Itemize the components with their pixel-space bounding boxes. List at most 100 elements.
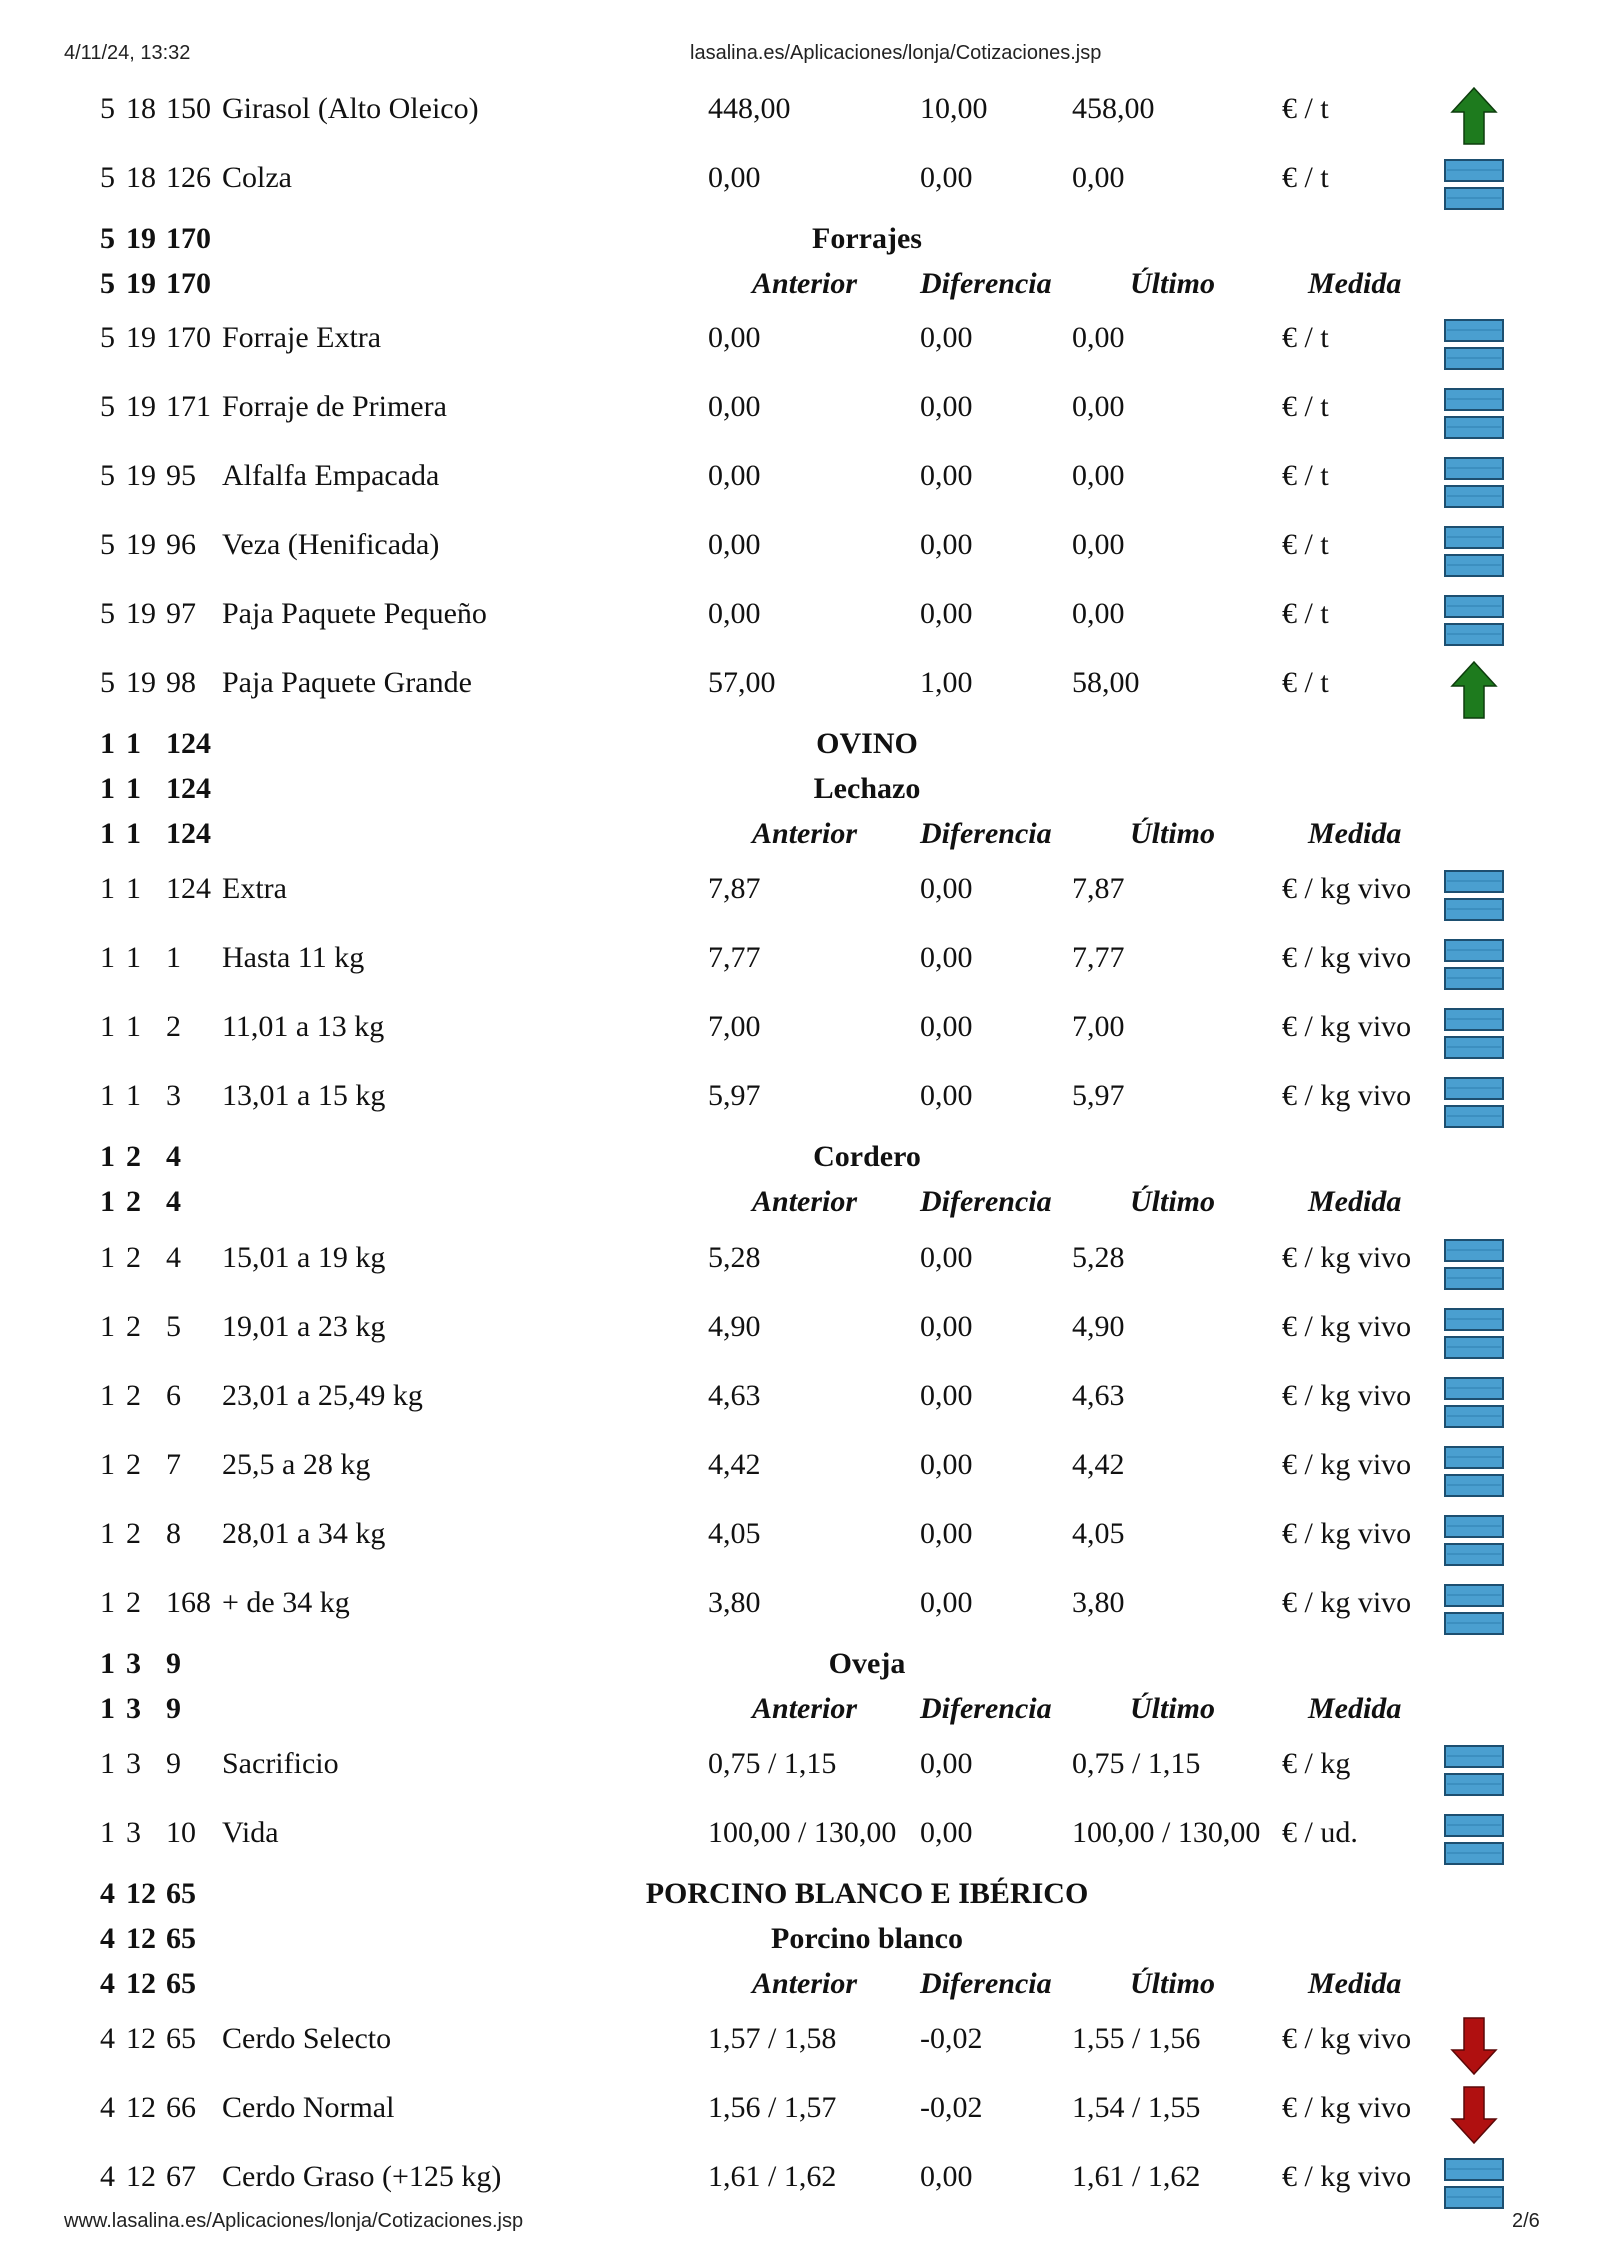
value-ultimo: 4,63 bbox=[1072, 1379, 1125, 1412]
trend-same-icon bbox=[1444, 1511, 1504, 1571]
code-subgroup: 18 bbox=[126, 92, 156, 125]
value-medida: € / t bbox=[1282, 92, 1329, 125]
value-ultimo: 7,87 bbox=[1072, 872, 1125, 905]
code-product: 65 bbox=[166, 2022, 196, 2055]
code-subgroup: 1 bbox=[126, 727, 141, 760]
product-name: Cerdo Graso (+125 kg) bbox=[222, 2160, 502, 2193]
code-group: 1 bbox=[100, 1185, 115, 1218]
value-anterior: 100,00 / 130,00 bbox=[708, 1816, 897, 1849]
value-anterior: 4,90 bbox=[708, 1310, 761, 1343]
value-diferencia: 10,00 bbox=[920, 92, 988, 125]
code-subgroup: 3 bbox=[126, 1692, 141, 1725]
code-product: 170 bbox=[166, 222, 211, 255]
code-product: 65 bbox=[166, 1922, 196, 1955]
value-medida: € / kg vivo bbox=[1282, 1586, 1412, 1619]
page-number: 2/6 bbox=[1512, 2210, 1540, 2232]
trend-same-icon bbox=[1444, 1580, 1504, 1640]
value-diferencia: 0,00 bbox=[920, 1448, 973, 1481]
trend-same-icon bbox=[1444, 1235, 1504, 1295]
section-title-row: 1 3 9 Oveja bbox=[0, 1641, 1600, 1687]
code-group: 4 bbox=[100, 2091, 115, 2124]
value-medida: € / kg vivo bbox=[1282, 1010, 1412, 1043]
trend-same-icon bbox=[1444, 1741, 1504, 1801]
table-row: 1 2 7 25,5 a 28 kg 4,42 0,00 4,42 € / kg vivo bbox=[0, 1442, 1600, 1497]
column-header-row: 5 19 170 Anterior Diferencia Último Medida bbox=[0, 261, 1600, 307]
code-product: 1 bbox=[166, 941, 181, 974]
trend-same-icon bbox=[1444, 2154, 1504, 2214]
code-subgroup: 19 bbox=[126, 321, 156, 354]
code-product: 124 bbox=[166, 727, 211, 760]
code-subgroup: 12 bbox=[126, 2091, 156, 2124]
value-diferencia: 0,00 bbox=[920, 1379, 973, 1412]
section-title: OVINO bbox=[816, 727, 918, 760]
value-anterior: 0,00 bbox=[708, 597, 761, 630]
value-ultimo: 0,00 bbox=[1072, 390, 1125, 423]
code-product: 124 bbox=[166, 872, 211, 905]
trend-same-icon bbox=[1444, 155, 1504, 215]
code-product: 9 bbox=[166, 1647, 181, 1680]
code-subgroup: 19 bbox=[126, 528, 156, 561]
table-row: 1 2 8 28,01 a 34 kg 4,05 0,00 4,05 € / kg vivo bbox=[0, 1511, 1600, 1566]
header-anterior: Anterior bbox=[752, 1967, 858, 2000]
value-diferencia: 0,00 bbox=[920, 1241, 973, 1274]
code-group: 5 bbox=[100, 459, 115, 492]
product-name: Alfalfa Empacada bbox=[222, 459, 440, 492]
value-anterior: 0,00 bbox=[708, 390, 761, 423]
product-name: Colza bbox=[222, 161, 292, 194]
product-name: 15,01 a 19 kg bbox=[222, 1241, 386, 1274]
trend-same-icon bbox=[1444, 1073, 1504, 1133]
code-group: 4 bbox=[100, 2022, 115, 2055]
code-product: 65 bbox=[166, 1877, 196, 1910]
value-diferencia: 0,00 bbox=[920, 1010, 973, 1043]
table-row: 1 1 3 13,01 a 15 kg 5,97 0,00 5,97 € / kg vivo bbox=[0, 1073, 1600, 1128]
header-ultimo: Último bbox=[1130, 1692, 1216, 1725]
code-group: 1 bbox=[100, 872, 115, 905]
code-subgroup: 2 bbox=[126, 1140, 141, 1173]
value-medida: € / t bbox=[1282, 321, 1329, 354]
header-diferencia: Diferencia bbox=[920, 1692, 1052, 1725]
trend-same-icon bbox=[1444, 935, 1504, 995]
value-medida: € / kg vivo bbox=[1282, 1241, 1412, 1274]
value-diferencia: 0,00 bbox=[920, 321, 973, 354]
section-title-row: 1 1 124 OVINO bbox=[0, 721, 1600, 767]
code-subgroup: 3 bbox=[126, 1816, 141, 1849]
value-anterior: 0,00 bbox=[708, 459, 761, 492]
code-product: 4 bbox=[166, 1241, 181, 1274]
product-name: Cerdo Selecto bbox=[222, 2022, 392, 2055]
table-row: 5 18 126 Colza 0,00 0,00 0,00 € / t bbox=[0, 155, 1600, 210]
table-row: 5 19 171 Forraje de Primera 0,00 0,00 0,00 € / … bbox=[0, 384, 1600, 439]
header-ultimo: Último bbox=[1130, 267, 1216, 300]
value-medida: € / kg vivo bbox=[1282, 1517, 1412, 1550]
value-medida: € / t bbox=[1282, 459, 1329, 492]
trend-up-icon bbox=[1444, 660, 1504, 720]
product-name: Vida bbox=[222, 1816, 279, 1849]
value-anterior: 5,28 bbox=[708, 1241, 761, 1274]
table-row: 5 19 95 Alfalfa Empacada 0,00 0,00 0,00 € / t bbox=[0, 453, 1600, 508]
code-group: 5 bbox=[100, 666, 115, 699]
value-ultimo: 0,00 bbox=[1072, 597, 1125, 630]
table-row: 1 1 2 11,01 a 13 kg 7,00 0,00 7,00 € / kg vivo bbox=[0, 1004, 1600, 1059]
code-product: 126 bbox=[166, 161, 211, 194]
value-ultimo: 458,00 bbox=[1072, 92, 1155, 125]
code-group: 1 bbox=[100, 772, 115, 805]
code-subgroup: 12 bbox=[126, 2160, 156, 2193]
section-title: Lechazo bbox=[813, 772, 921, 805]
code-subgroup: 1 bbox=[126, 872, 141, 905]
product-name: Hasta 11 kg bbox=[222, 941, 365, 974]
table-row: 1 1 1 Hasta 11 kg 7,77 0,00 7,77 € / kg vivo bbox=[0, 935, 1600, 990]
code-subgroup: 2 bbox=[126, 1185, 141, 1218]
header-medida: Medida bbox=[1308, 817, 1402, 850]
table-row: 4 12 67 Cerdo Graso (+125 kg) 1,61 / 1,62 0,0… bbox=[0, 2154, 1600, 2209]
code-subgroup: 1 bbox=[126, 941, 141, 974]
code-product: 9 bbox=[166, 1692, 181, 1725]
table-row: 1 2 168 + de 34 kg 3,80 0,00 3,80 € / kg vivo bbox=[0, 1580, 1600, 1635]
trend-same-icon bbox=[1444, 1304, 1504, 1364]
column-header-row: 4 12 65 Anterior Diferencia Último Medida bbox=[0, 1961, 1600, 2007]
code-subgroup: 19 bbox=[126, 267, 156, 300]
code-group: 1 bbox=[100, 1692, 115, 1725]
table-row: 4 12 65 Cerdo Selecto 1,57 / 1,58 -0,02 1,55 /… bbox=[0, 2016, 1600, 2076]
trend-same-icon bbox=[1444, 1810, 1504, 1870]
code-subgroup: 1 bbox=[126, 817, 141, 850]
value-medida: € / kg vivo bbox=[1282, 1079, 1412, 1112]
code-group: 1 bbox=[100, 1079, 115, 1112]
